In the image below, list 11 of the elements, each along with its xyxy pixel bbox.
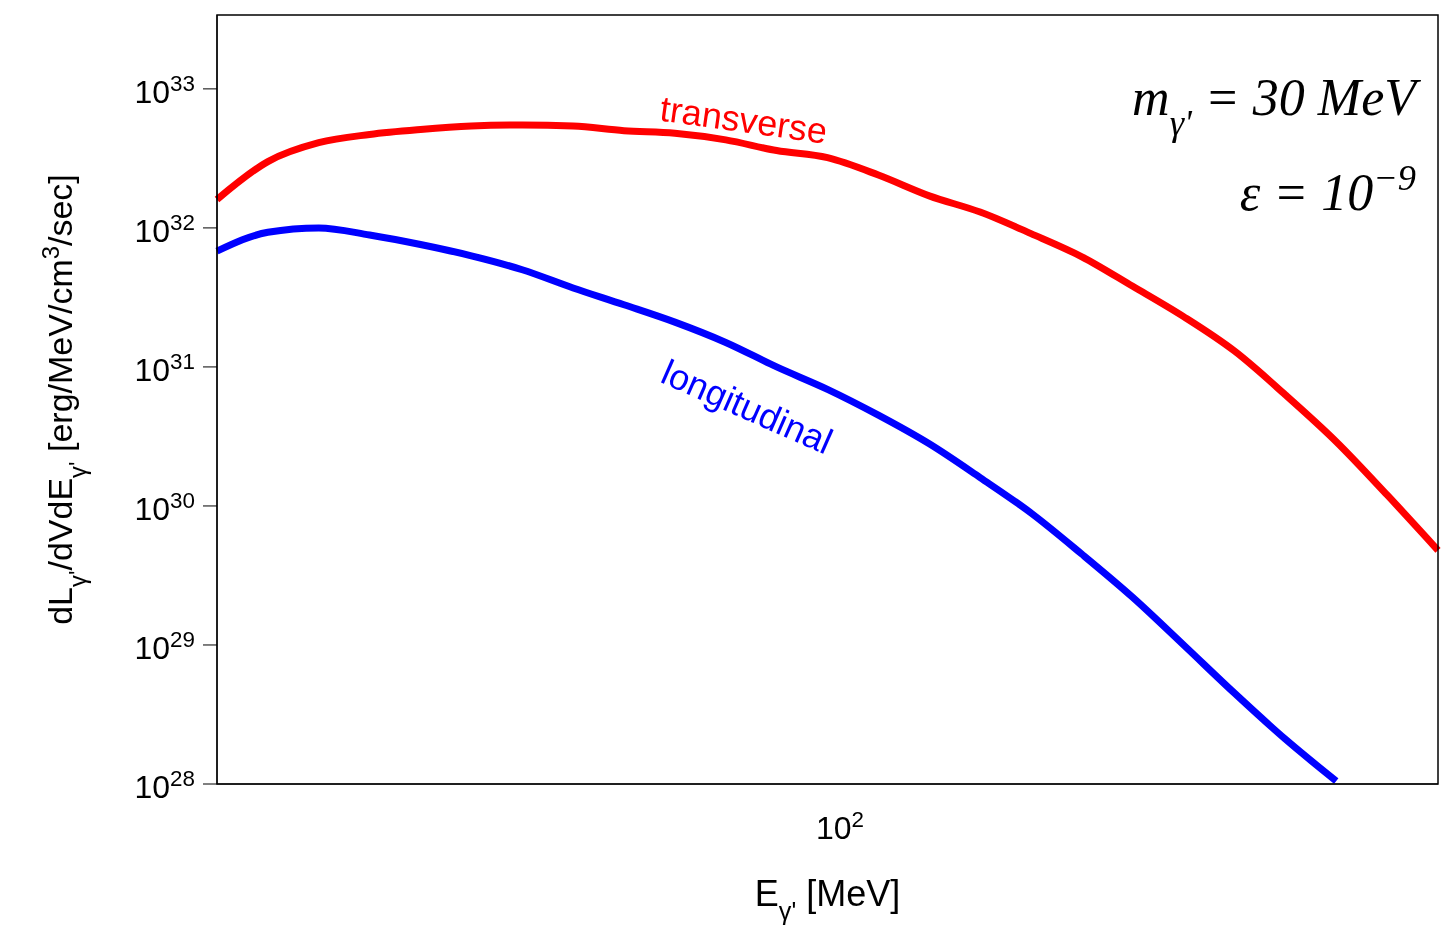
y-tick-label: 10$^{28}$	[134, 765, 195, 805]
y-tick-label: 10$^{31}$	[134, 348, 195, 388]
text: transverse	[657, 87, 830, 152]
annotation: m$_{γ'}$ = 30 MeV	[1132, 69, 1422, 143]
x-axis-title: E$_{γ'}$ [MeV]	[754, 873, 901, 925]
text: 10$^{2}$	[815, 806, 865, 846]
y-tick-label: 10$^{33}$	[134, 70, 195, 110]
annotation: ε = 10$^{−9}$	[1239, 158, 1416, 221]
y-tick-label: 10$^{30}$	[134, 487, 195, 527]
y-tick-label: 10$^{29}$	[134, 626, 195, 666]
y-tick-label: 10$^{32}$	[134, 209, 195, 249]
